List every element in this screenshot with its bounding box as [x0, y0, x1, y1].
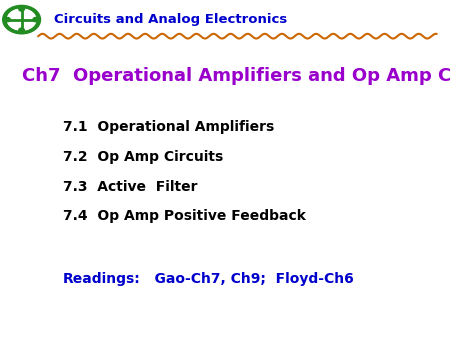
Text: 7.1  Operational Amplifiers: 7.1 Operational Amplifiers	[63, 120, 274, 134]
Text: 7.3  Active  Filter: 7.3 Active Filter	[63, 179, 198, 194]
Text: Readings:: Readings:	[63, 272, 141, 286]
Circle shape	[33, 18, 39, 22]
Text: 7.4  Op Amp Positive Feedback: 7.4 Op Amp Positive Feedback	[63, 209, 306, 223]
Text: 7.2  Op Amp Circuits: 7.2 Op Amp Circuits	[63, 150, 223, 164]
Text: Ch7  Operational Amplifiers and Op Amp Circuits: Ch7 Operational Amplifiers and Op Amp Ci…	[22, 67, 450, 85]
Circle shape	[19, 28, 24, 32]
Text: Gao-Ch7, Ch9;  Floyd-Ch6: Gao-Ch7, Ch9; Floyd-Ch6	[135, 272, 354, 286]
Text: Circuits and Analog Electronics: Circuits and Analog Electronics	[54, 13, 287, 26]
Circle shape	[3, 5, 40, 34]
Circle shape	[4, 18, 10, 22]
Circle shape	[19, 7, 24, 11]
Circle shape	[7, 9, 36, 30]
